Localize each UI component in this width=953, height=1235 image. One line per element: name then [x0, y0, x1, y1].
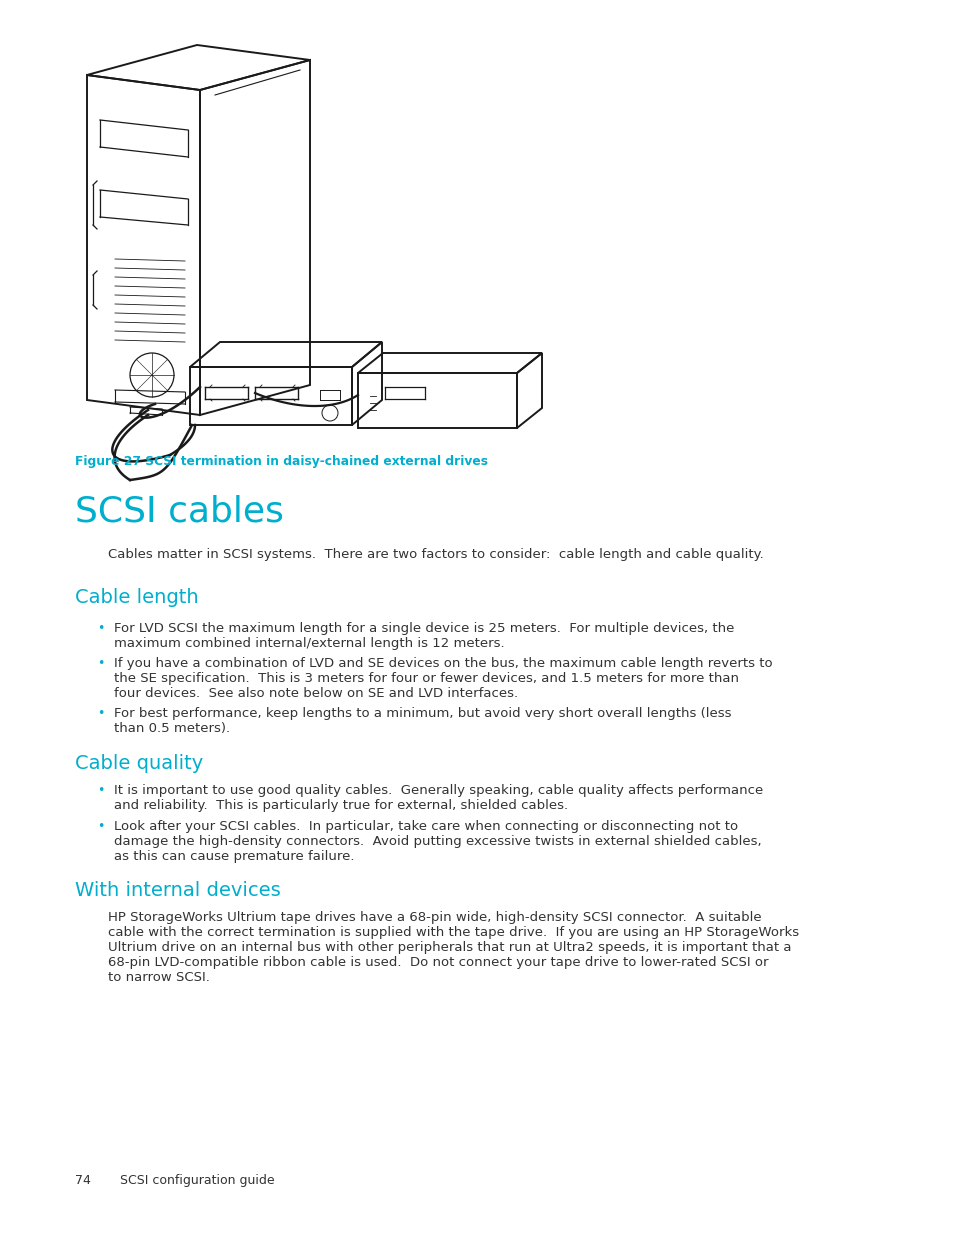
Text: •: • — [97, 784, 104, 798]
Text: •: • — [97, 657, 104, 671]
Text: •: • — [97, 820, 104, 832]
Text: If you have a combination of LVD and SE devices on the bus, the maximum cable le: If you have a combination of LVD and SE … — [113, 657, 772, 700]
Text: It is important to use good quality cables.  Generally speaking, cable quality a: It is important to use good quality cabl… — [113, 784, 762, 813]
Text: Cables matter in SCSI systems.  There are two factors to consider:  cable length: Cables matter in SCSI systems. There are… — [108, 548, 763, 561]
Text: For best performance, keep lengths to a minimum, but avoid very short overall le: For best performance, keep lengths to a … — [113, 706, 731, 735]
Text: Cable quality: Cable quality — [75, 755, 203, 773]
Text: Cable length: Cable length — [75, 588, 198, 606]
Text: With internal devices: With internal devices — [75, 882, 280, 900]
Text: SCSI cables: SCSI cables — [75, 494, 284, 529]
Text: •: • — [97, 622, 104, 635]
Text: SCSI configuration guide: SCSI configuration guide — [120, 1174, 274, 1187]
Text: •: • — [97, 706, 104, 720]
Text: 74: 74 — [75, 1174, 91, 1187]
Text: Figure 27 SCSI termination in daisy-chained external drives: Figure 27 SCSI termination in daisy-chai… — [75, 454, 488, 468]
Text: For LVD SCSI the maximum length for a single device is 25 meters.  For multiple : For LVD SCSI the maximum length for a si… — [113, 622, 734, 650]
Text: Look after your SCSI cables.  In particular, take care when connecting or discon: Look after your SCSI cables. In particul… — [113, 820, 760, 863]
Text: HP StorageWorks Ultrium tape drives have a 68-pin wide, high-density SCSI connec: HP StorageWorks Ultrium tape drives have… — [108, 911, 799, 984]
